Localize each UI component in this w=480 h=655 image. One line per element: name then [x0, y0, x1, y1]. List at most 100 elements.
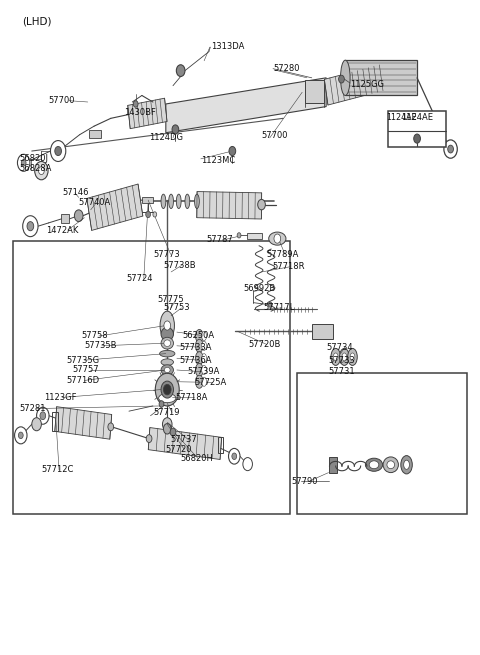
Text: 1472AK: 1472AK [46, 225, 79, 234]
Polygon shape [324, 65, 383, 105]
Ellipse shape [365, 458, 383, 472]
Ellipse shape [160, 311, 174, 340]
Ellipse shape [202, 365, 206, 375]
Text: 57720B: 57720B [248, 340, 280, 349]
Circle shape [35, 162, 48, 179]
Text: 57733A: 57733A [180, 343, 212, 352]
Text: 56828A: 56828A [19, 164, 51, 173]
Ellipse shape [383, 457, 398, 473]
Text: 57787: 57787 [206, 235, 233, 244]
Circle shape [163, 424, 171, 434]
Text: 57734: 57734 [326, 343, 353, 352]
Polygon shape [142, 196, 153, 203]
Polygon shape [197, 191, 262, 219]
Circle shape [17, 155, 30, 172]
Bar [60, 214, 69, 223]
Circle shape [338, 75, 344, 83]
Bar [217, 438, 223, 453]
Ellipse shape [387, 461, 395, 469]
Bar [388, 111, 446, 147]
Circle shape [444, 140, 457, 159]
Ellipse shape [195, 375, 203, 388]
Text: 57739A: 57739A [187, 367, 220, 377]
Circle shape [50, 141, 66, 162]
Text: 57700: 57700 [262, 132, 288, 140]
Ellipse shape [164, 367, 170, 373]
Text: 57753: 57753 [163, 303, 190, 312]
Text: 57789A: 57789A [266, 250, 299, 259]
Text: 57740A: 57740A [79, 198, 111, 207]
Circle shape [448, 145, 454, 153]
Text: 1313DA: 1313DA [211, 42, 245, 51]
Ellipse shape [350, 353, 355, 361]
Circle shape [27, 221, 34, 231]
Polygon shape [128, 98, 167, 128]
Circle shape [232, 453, 237, 460]
Text: 57773: 57773 [153, 250, 180, 259]
Ellipse shape [195, 364, 203, 377]
Ellipse shape [401, 456, 412, 474]
Ellipse shape [185, 194, 190, 208]
Text: 1124AE: 1124AE [401, 113, 433, 122]
Ellipse shape [159, 350, 175, 357]
Ellipse shape [158, 394, 176, 403]
Ellipse shape [340, 60, 350, 96]
Circle shape [163, 384, 171, 395]
Text: 57718A: 57718A [175, 393, 208, 402]
Text: 1124AE: 1124AE [386, 113, 417, 122]
Ellipse shape [161, 359, 173, 365]
Text: 57790: 57790 [291, 477, 318, 485]
Bar [312, 324, 333, 339]
Text: 57736A: 57736A [180, 356, 212, 365]
Bar [89, 130, 101, 138]
Bar [298, 373, 468, 514]
Circle shape [14, 427, 27, 444]
Bar [305, 80, 324, 103]
Text: 57146: 57146 [62, 189, 88, 197]
Text: 1123MC: 1123MC [201, 156, 235, 164]
Text: 57733: 57733 [328, 356, 355, 365]
Text: 57724: 57724 [126, 274, 153, 283]
Text: 56820J: 56820J [19, 155, 48, 163]
Text: 57735G: 57735G [67, 356, 100, 365]
Circle shape [176, 65, 185, 77]
Circle shape [161, 381, 173, 398]
Circle shape [156, 373, 179, 406]
Ellipse shape [168, 194, 173, 208]
Circle shape [162, 418, 172, 431]
Ellipse shape [202, 341, 206, 350]
Circle shape [18, 432, 23, 439]
Text: 57725A: 57725A [194, 378, 227, 387]
Ellipse shape [404, 460, 409, 470]
Ellipse shape [195, 339, 203, 352]
Circle shape [164, 321, 170, 330]
Circle shape [32, 418, 41, 431]
Text: 1123GF: 1123GF [44, 393, 76, 402]
Ellipse shape [161, 194, 166, 208]
Circle shape [74, 210, 83, 221]
Polygon shape [55, 407, 112, 440]
Ellipse shape [161, 365, 173, 375]
Text: 57720: 57720 [166, 445, 192, 453]
Ellipse shape [202, 354, 206, 363]
Text: 56250A: 56250A [182, 331, 215, 340]
Ellipse shape [161, 337, 173, 349]
Polygon shape [166, 78, 326, 133]
Ellipse shape [342, 353, 347, 361]
Text: 57280: 57280 [274, 64, 300, 73]
Ellipse shape [269, 232, 286, 245]
Ellipse shape [202, 377, 206, 386]
Ellipse shape [202, 331, 206, 341]
Text: 1124DG: 1124DG [149, 134, 183, 142]
Circle shape [108, 423, 114, 431]
Ellipse shape [369, 461, 379, 469]
Circle shape [170, 428, 176, 436]
Text: 57737: 57737 [170, 436, 197, 445]
Ellipse shape [333, 353, 338, 361]
Circle shape [146, 211, 151, 217]
Text: (LHD): (LHD) [22, 16, 52, 27]
Ellipse shape [195, 329, 203, 343]
Text: 57718R: 57718R [272, 262, 305, 271]
Circle shape [133, 101, 138, 107]
Circle shape [153, 212, 157, 217]
